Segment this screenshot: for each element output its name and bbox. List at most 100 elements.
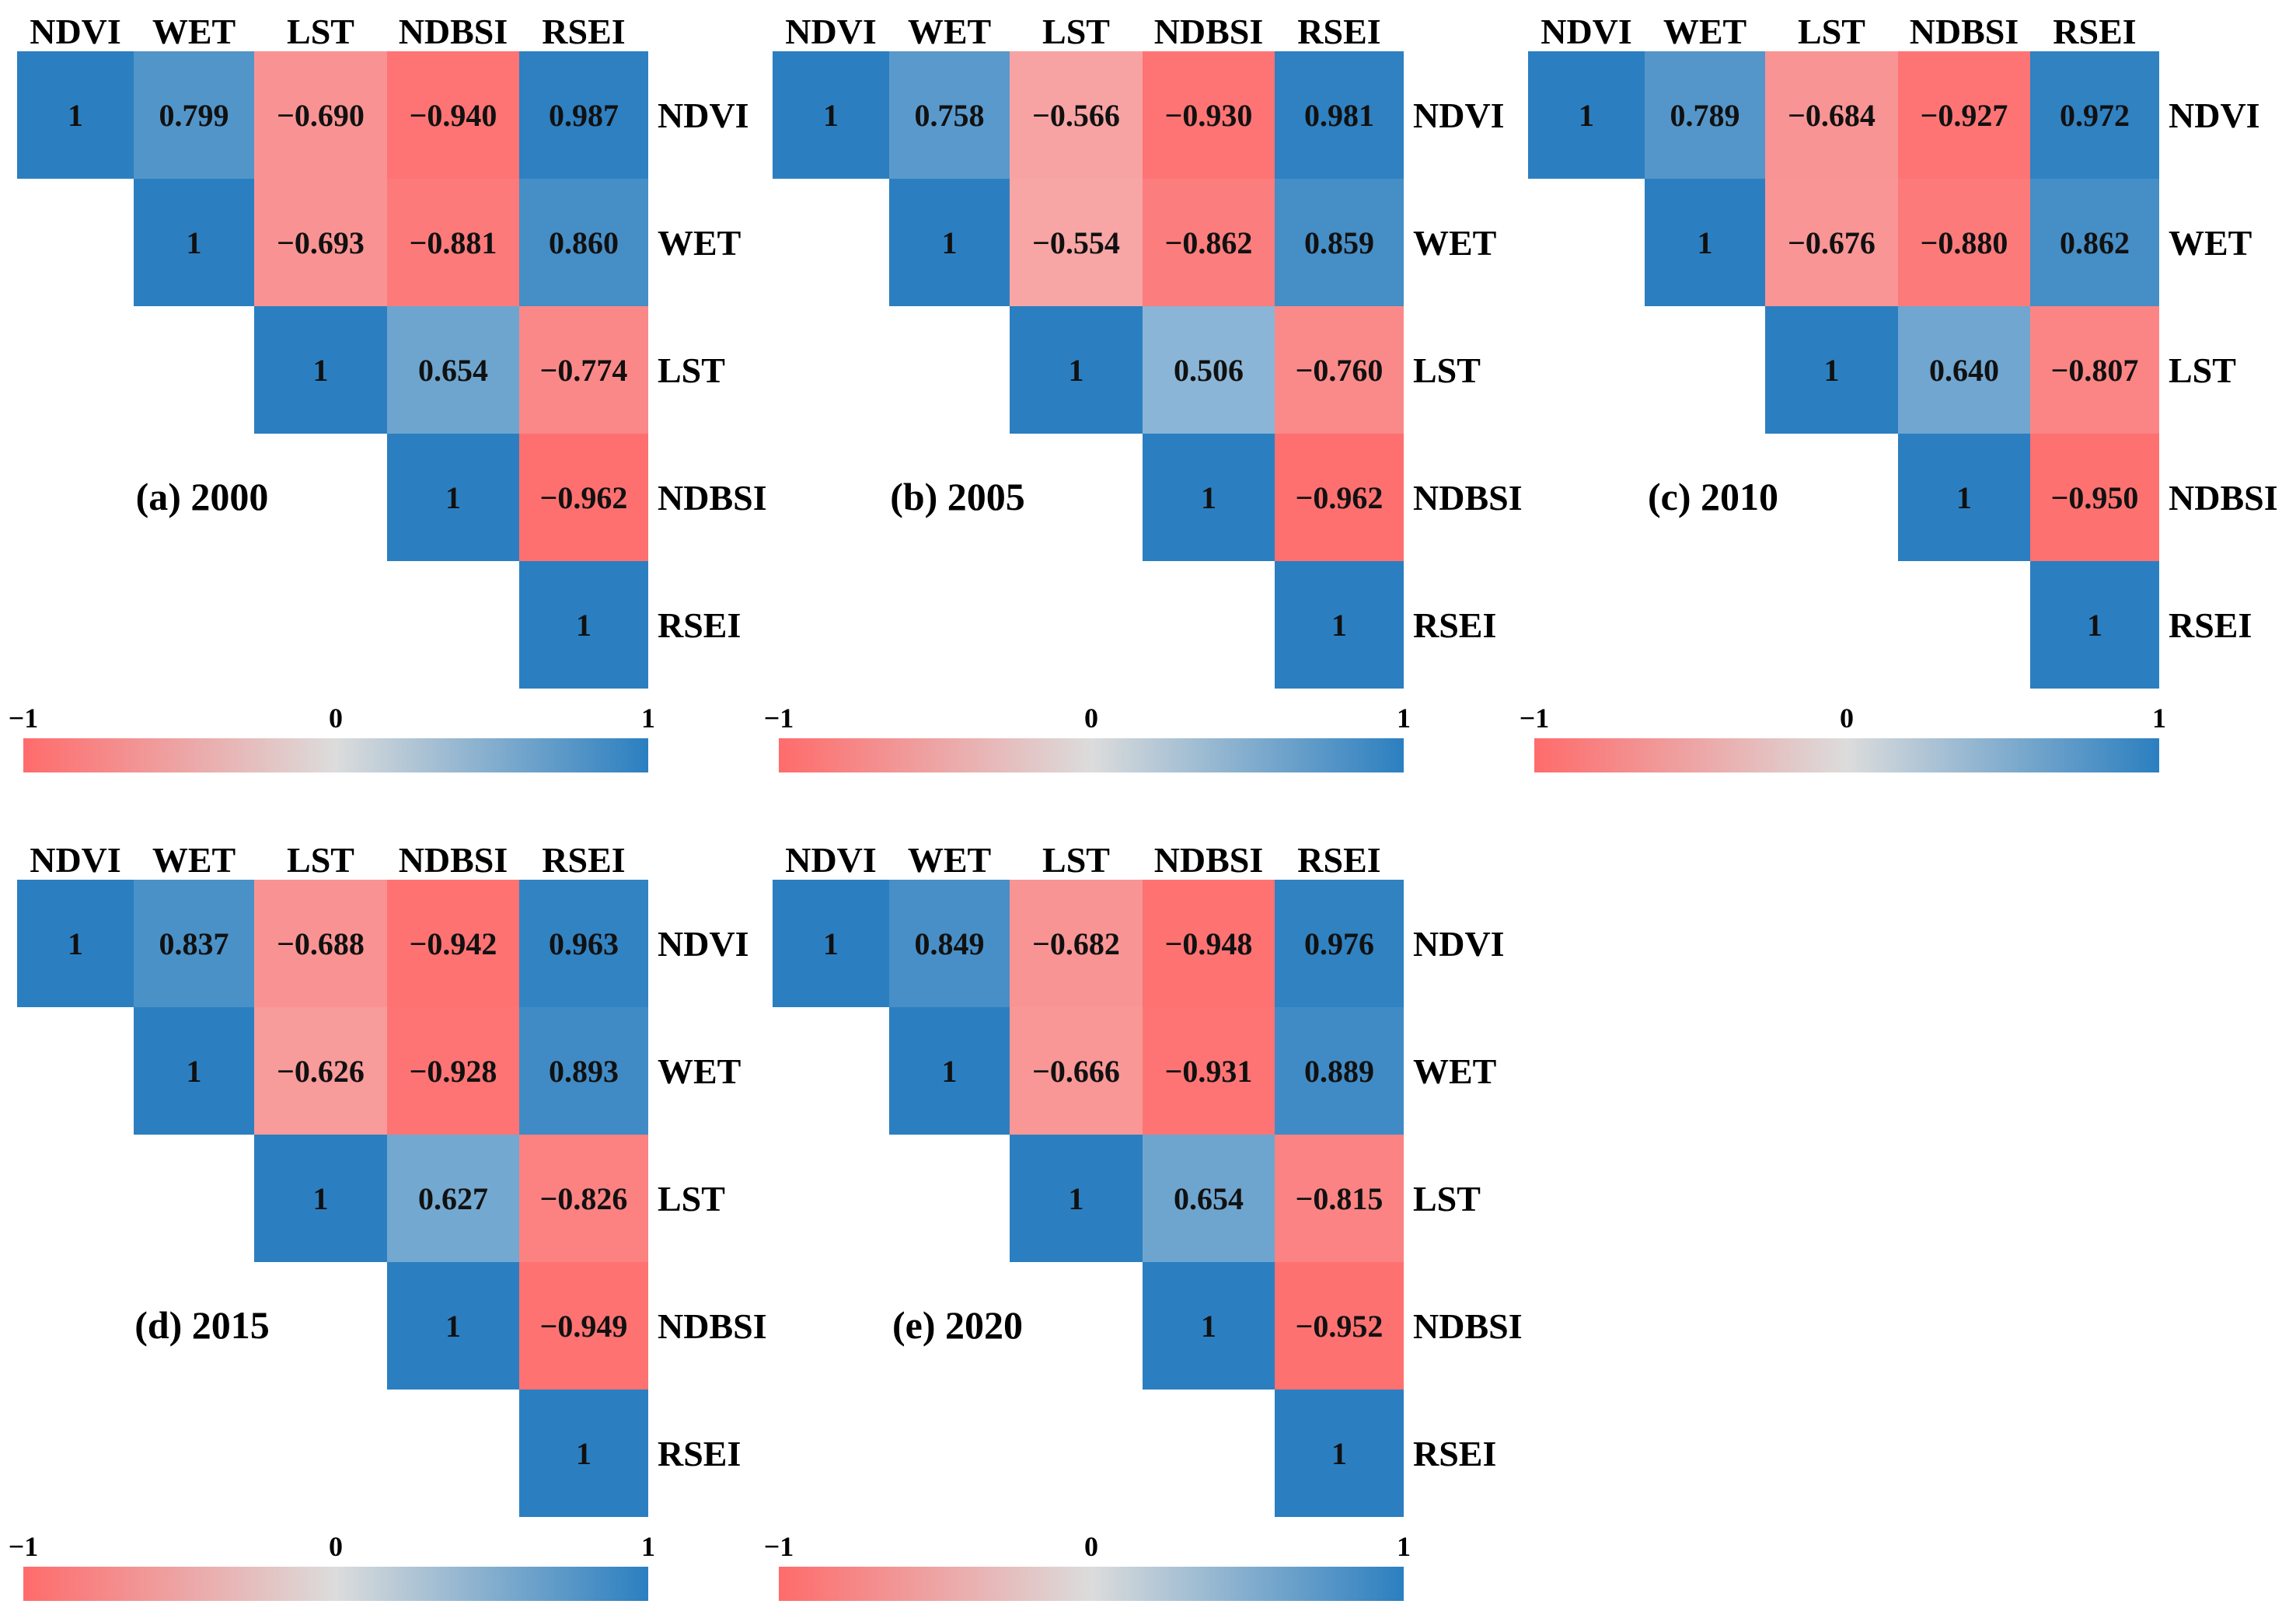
row-label: LST (2169, 350, 2236, 390)
heatmap-cell (254, 306, 387, 434)
heatmap-cell (519, 1007, 648, 1135)
cell-value-label: 0.849 (915, 926, 985, 961)
heatmap-cell (1898, 434, 2030, 561)
colorbar-tick-label: 1 (641, 703, 655, 734)
cell-value-label: −0.690 (277, 98, 365, 133)
panel-title: (d) 2015 (134, 1303, 270, 1347)
heatmap-panel-2: NDVI WET LST NDBSI RSEI NDVI WET LST NDBSI RSEI 1 0… (764, 12, 1523, 772)
heatmap-panel-4: NDVI WET LST NDBSI RSEI NDVI WET LST NDBSI RSEI 1 0… (9, 840, 767, 1601)
column-header: LST (287, 840, 354, 880)
heatmap-cell (1275, 1262, 1404, 1390)
heatmap-cell (1275, 179, 1404, 306)
row-label: LST (1413, 1179, 1481, 1219)
cell-value-label: −0.928 (410, 1054, 497, 1089)
cell-value-label: −0.676 (1788, 225, 1876, 260)
column-header: WET (908, 840, 991, 880)
column-header: LST (1042, 840, 1110, 880)
heatmap-cell (387, 1262, 519, 1390)
heatmap-cell (1143, 51, 1275, 179)
heatmap-cell (773, 51, 889, 179)
cell-value-label: −0.962 (540, 480, 628, 515)
colorbar-tick-label: −1 (9, 703, 39, 734)
colorbar-tick-label: −1 (764, 703, 794, 734)
colorbar-tick-label: 1 (1397, 1531, 1411, 1562)
heatmap-cell (519, 880, 648, 1007)
heatmap-cell (1143, 1262, 1275, 1390)
row-label: LST (658, 350, 725, 390)
cell-value-label: −0.682 (1032, 926, 1120, 961)
panel-title: (c) 2010 (1648, 475, 1778, 518)
column-header: NDVI (1541, 12, 1632, 51)
panel-title: (b) 2005 (890, 475, 1025, 518)
colorbar (779, 738, 1404, 772)
colorbar-tick-label: −1 (764, 1531, 794, 1562)
row-label: NDBSI (1413, 478, 1523, 518)
row-label: WET (2169, 223, 2252, 263)
column-header: RSEI (542, 12, 625, 51)
cell-value-label: −0.826 (540, 1181, 628, 1216)
cell-value-label: 0.893 (549, 1054, 619, 1089)
cell-value-label: 0.987 (549, 98, 619, 133)
colorbar-tick-label: −1 (1520, 703, 1550, 734)
cell-value-label: −0.815 (1296, 1181, 1384, 1216)
row-label: RSEI (1413, 1434, 1496, 1473)
cell-value-label: 0.654 (418, 353, 488, 388)
heatmap-cell (2030, 51, 2159, 179)
cell-value-label: −0.862 (1165, 225, 1253, 260)
heatmap-cell (1010, 880, 1143, 1007)
heatmap-cell (17, 51, 134, 179)
column-header: NDBSI (399, 12, 508, 51)
cell-value-label: 1 (1698, 225, 1713, 260)
cell-value-label: 1 (1331, 608, 1347, 643)
cell-value-label: 0.860 (549, 225, 619, 260)
heatmap-cell (519, 51, 648, 179)
heatmap-cell (1645, 51, 1765, 179)
heatmap-cell (889, 51, 1010, 179)
heatmap-cell (134, 1007, 254, 1135)
heatmap-cell (2030, 561, 2159, 689)
cell-value-label: 1 (1956, 480, 1972, 515)
row-label: NDVI (658, 96, 749, 135)
heatmap-cell (387, 306, 519, 434)
heatmap-cell (519, 306, 648, 434)
heatmap-cell (1645, 179, 1765, 306)
heatmap-cell (1010, 1135, 1143, 1262)
colorbar-tick-label: 0 (329, 703, 343, 734)
cell-value-label: −0.626 (277, 1054, 365, 1089)
colorbar-tick-label: 1 (2152, 703, 2166, 734)
row-label: LST (1413, 350, 1481, 390)
heatmap-cell (387, 51, 519, 179)
heatmap-cell (1275, 880, 1404, 1007)
cell-value-label: 0.862 (2060, 225, 2130, 260)
heatmap-cell (1275, 1390, 1404, 1517)
column-header: WET (152, 840, 236, 880)
cell-value-label: 1 (1331, 1436, 1347, 1471)
heatmap-cell (773, 880, 889, 1007)
row-label: RSEI (1413, 605, 1496, 645)
column-header: LST (1798, 12, 1865, 51)
row-label: WET (1413, 1051, 1496, 1091)
cell-value-label: −0.962 (1296, 480, 1384, 515)
cell-value-label: 1 (823, 926, 839, 961)
cell-value-label: 1 (1579, 98, 1594, 133)
cell-value-label: 1 (2087, 608, 2102, 643)
cell-value-label: −0.949 (540, 1309, 628, 1344)
colorbar-tick-label: 0 (1840, 703, 1854, 734)
cell-value-label: −0.950 (2051, 480, 2139, 515)
cell-value-label: −0.807 (2051, 353, 2139, 388)
cell-value-label: 1 (1201, 480, 1216, 515)
cell-value-label: 1 (823, 98, 839, 133)
heatmap-cell (519, 1135, 648, 1262)
cell-value-label: 1 (313, 353, 329, 388)
cell-value-label: −0.684 (1788, 98, 1876, 133)
column-header: NDVI (30, 840, 121, 880)
heatmap-cell (519, 179, 648, 306)
column-header: NDVI (785, 12, 877, 51)
column-header: RSEI (2053, 12, 2136, 51)
heatmap-cell (2030, 434, 2159, 561)
heatmap-cell (1275, 1135, 1404, 1262)
row-label: WET (658, 1051, 741, 1091)
heatmap-cell (387, 1135, 519, 1262)
heatmap-cell (1898, 306, 2030, 434)
cell-value-label: 1 (1824, 353, 1840, 388)
